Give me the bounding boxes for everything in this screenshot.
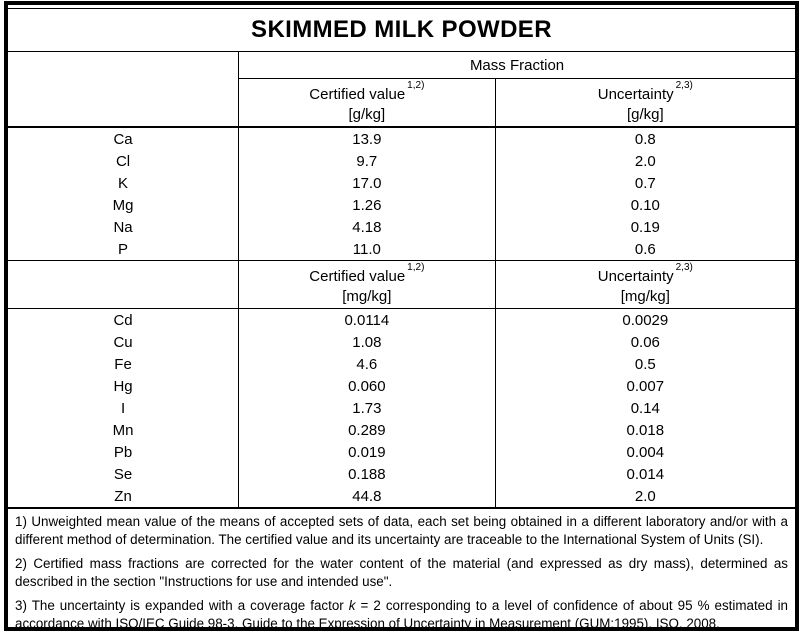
certified-value-cell: 0.060 xyxy=(238,375,496,397)
table-row: Cd 0.0114 0.0029 xyxy=(8,308,795,331)
table-row: Hg 0.060 0.007 xyxy=(8,375,795,397)
footnotes-row: 1) Unweighted mean value of the means of… xyxy=(8,507,795,631)
certified-value-header-mgkg: Certified value1,2) [mg/kg] xyxy=(238,260,496,309)
table-row: Pb 0.019 0.004 xyxy=(8,441,795,463)
table-row: K 17.0 0.7 xyxy=(8,172,795,194)
corner-empty-cell xyxy=(8,260,239,309)
certified-value-footnote-mark: 1,2) xyxy=(407,79,425,91)
uncertainty-footnote-mark: 2,3) xyxy=(675,79,693,91)
uncertainty-unit-gkg: [g/kg] xyxy=(626,105,664,123)
uncertainty-header-mgkg: Uncertainty2,3) [mg/kg] xyxy=(494,260,795,309)
title-row: SKIMMED MILK POWDER xyxy=(8,8,795,52)
certified-value-cell: 1.73 xyxy=(238,397,496,419)
certified-value-label: Certified value xyxy=(309,85,406,103)
uncertainty-cell: 0.6 xyxy=(494,238,795,261)
element-cell: Cu xyxy=(113,333,133,351)
footnote-1: 1) Unweighted mean value of the means of… xyxy=(15,514,788,547)
element-cell: Pb xyxy=(113,443,133,461)
table-row: Se 0.188 0.014 xyxy=(8,463,795,485)
column-header-row-gkg: Certified value1,2) [g/kg] Uncertainty2,… xyxy=(8,78,795,128)
certified-value-header-gkg: Certified value1,2) [g/kg] xyxy=(239,79,496,128)
table-row: I 1.73 0.14 xyxy=(8,397,795,419)
uncertainty-cell: 0.018 xyxy=(494,419,795,441)
uncertainty-cell: 0.007 xyxy=(494,375,795,397)
uncertainty-cell: 0.0029 xyxy=(494,308,795,331)
page-title: SKIMMED MILK POWDER xyxy=(8,8,795,52)
certificate-table: SKIMMED MILK POWDER Mass Fraction Certif… xyxy=(8,8,795,631)
table-row: Fe 4.6 0.5 xyxy=(8,353,795,375)
certified-value-cell: 1.08 xyxy=(238,331,496,353)
group-header-row: Mass Fraction xyxy=(8,51,795,127)
uncertainty-cell: 0.14 xyxy=(494,397,795,419)
table-row: Mg 1.26 0.10 xyxy=(8,194,795,216)
footnote-3-k-symbol: k xyxy=(348,598,356,613)
element-cell: K xyxy=(118,174,129,192)
certified-value-unit-gkg: [g/kg] xyxy=(348,105,386,123)
certified-value-cell: 13.9 xyxy=(238,126,496,150)
uncertainty-header-gkg: Uncertainty2,3) [g/kg] xyxy=(494,78,795,127)
uncertainty-cell: 0.5 xyxy=(494,353,795,375)
certified-value-cell: 0.0114 xyxy=(238,308,496,331)
certified-value-cell: 4.6 xyxy=(238,353,496,375)
uncertainty-footnote-mark: 2,3) xyxy=(675,261,693,273)
certified-value-cell: 0.019 xyxy=(238,441,496,463)
table-row: P 11.0 0.6 xyxy=(8,238,795,261)
element-cell: Ca xyxy=(8,126,239,150)
certified-value-unit-mgkg: [mg/kg] xyxy=(342,287,392,305)
certified-value-cell: 17.0 xyxy=(238,172,496,194)
element-cell: Fe xyxy=(114,355,132,373)
certified-value-label: Certified value xyxy=(309,267,406,285)
footnote-2: 2) Certified mass fractions are correcte… xyxy=(15,556,788,589)
table-row: Zn 44.8 2.0 xyxy=(8,485,795,508)
certified-value-footnote-mark: 1,2) xyxy=(407,261,425,273)
certified-value-cell: 0.188 xyxy=(238,463,496,485)
uncertainty-cell: 0.004 xyxy=(494,441,795,463)
element-cell: P xyxy=(118,240,129,258)
uncertainty-cell: 2.0 xyxy=(494,150,795,172)
element-cell: Mg xyxy=(112,196,134,214)
certified-value-cell: 9.7 xyxy=(238,150,496,172)
element-cell: Se xyxy=(113,465,133,483)
element-cell: Hg xyxy=(113,377,133,395)
column-header-row-mgkg: Certified value1,2) [mg/kg] Uncertainty2… xyxy=(8,260,795,309)
element-cell: Mn xyxy=(112,421,134,439)
uncertainty-cell: 0.7 xyxy=(494,172,795,194)
table-row: Cl 9.7 2.0 xyxy=(8,150,795,172)
element-cell: Zn xyxy=(114,487,132,505)
certificate-frame: SKIMMED MILK POWDER Mass Fraction Certif… xyxy=(4,1,799,631)
uncertainty-cell: 2.0 xyxy=(494,485,795,508)
footnote-3-text-before: 3) The uncertainty is expanded with a co… xyxy=(15,598,349,613)
element-cell: Cd xyxy=(113,311,133,329)
certified-value-cell: 1.26 xyxy=(238,194,496,216)
uncertainty-cell: 0.8 xyxy=(494,126,795,150)
uncertainty-cell: 0.014 xyxy=(494,463,795,485)
table-row: Na 4.18 0.19 xyxy=(8,216,795,238)
uncertainty-unit-mgkg: [mg/kg] xyxy=(620,287,670,305)
footnote-3-text-after: = 2 corresponding to a level of confiden… xyxy=(15,598,789,631)
footnotes-section: 1) Unweighted mean value of the means of… xyxy=(8,507,795,631)
element-cell: Na xyxy=(113,218,133,236)
uncertainty-cell: 0.19 xyxy=(494,216,795,238)
table-row: Cu 1.08 0.06 xyxy=(8,331,795,353)
certified-value-cell: 44.8 xyxy=(238,485,496,508)
certified-value-cell: 4.18 xyxy=(238,216,496,238)
element-cell: Cl xyxy=(115,152,131,170)
uncertainty-label: Uncertainty xyxy=(597,85,674,103)
uncertainty-cell: 0.10 xyxy=(494,194,795,216)
table-row: Ca 13.9 0.8 xyxy=(8,126,795,150)
footnote-3: 3) The uncertainty is expanded with a co… xyxy=(15,597,789,631)
corner-empty-cell xyxy=(8,51,240,127)
uncertainty-label: Uncertainty xyxy=(597,267,674,285)
mass-fraction-header: Mass Fraction xyxy=(238,51,795,79)
table-row: Mn 0.289 0.018 xyxy=(8,419,795,441)
element-cell: I xyxy=(120,399,126,417)
certified-value-cell: 11.0 xyxy=(238,238,496,261)
uncertainty-cell: 0.06 xyxy=(494,331,795,353)
certified-value-cell: 0.289 xyxy=(238,419,496,441)
